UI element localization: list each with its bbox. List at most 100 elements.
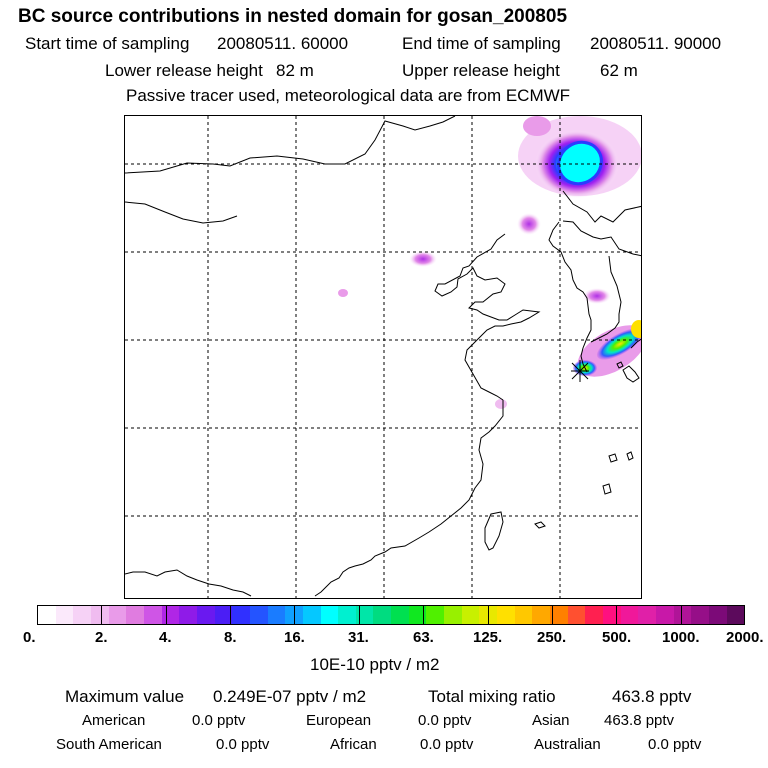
colorbar-segment xyxy=(673,606,692,624)
colorbar-tick-label: 1000. xyxy=(662,629,700,646)
receptor-star-icon xyxy=(571,360,589,382)
tracer-note: Passive tracer used, meteorological data… xyxy=(126,86,571,105)
hainan-coast xyxy=(125,569,252,597)
colorbar-segment xyxy=(196,606,215,624)
start-time-value: 20080511. 60000 xyxy=(217,34,349,53)
map-canvas xyxy=(125,116,641,598)
bohai-coast xyxy=(434,233,541,401)
colorbar-segment xyxy=(726,606,745,624)
colorbar-segment xyxy=(338,606,356,624)
colorbar-tick-label: 500. xyxy=(602,629,632,646)
colorbar-segment xyxy=(214,606,233,624)
colorbar-tick-label: 16. xyxy=(284,629,305,646)
inner-border-north xyxy=(125,201,238,224)
colorbar-tick xyxy=(294,605,295,625)
start-time-label: Start time of sampling xyxy=(25,34,190,53)
colorbar-segment xyxy=(638,606,656,624)
colorbar-segment xyxy=(55,606,74,624)
colorbar-segment xyxy=(426,606,445,624)
african-label: African xyxy=(330,736,377,753)
upper-release-value: 62 m xyxy=(600,61,638,80)
colorbar-tick xyxy=(101,605,102,625)
colorbar-segment xyxy=(108,606,127,624)
island-2 xyxy=(602,483,612,495)
colorbar-segment xyxy=(126,606,144,624)
colorbar-tick-label: 31. xyxy=(348,629,369,646)
colorbar-tick xyxy=(681,605,682,625)
colorbar-tick xyxy=(552,605,553,625)
american-value: 0.0 pptv xyxy=(192,712,246,729)
map-domain xyxy=(124,115,642,599)
australian-value: 0.0 pptv xyxy=(648,736,702,753)
plume-north-core xyxy=(557,140,603,186)
colorbar-segment xyxy=(708,606,727,624)
colorbar-segment xyxy=(655,606,674,624)
plume-blob-c xyxy=(583,288,611,304)
colorbar-segment xyxy=(267,606,286,624)
plume-north-tail xyxy=(523,116,551,136)
colorbar-tick xyxy=(359,605,360,625)
colorbar-segment xyxy=(567,606,586,624)
colorbar-segment xyxy=(90,606,109,624)
colorbar-segment xyxy=(161,606,180,624)
korea-west-coast xyxy=(548,221,592,373)
colorbar-segment xyxy=(179,606,197,624)
concentration-field xyxy=(338,116,641,409)
plume-blob-a xyxy=(517,213,541,235)
colorbar-segment xyxy=(603,606,621,624)
colorbar-segment xyxy=(532,606,551,624)
colorbar-segment xyxy=(373,606,392,624)
colorbar-segment xyxy=(497,606,515,624)
manchuria-border xyxy=(562,190,641,223)
south-american-value: 0.0 pptv xyxy=(216,736,270,753)
colorbar-segment xyxy=(620,606,639,624)
colorbar-tick xyxy=(488,605,489,625)
colorbar-segment xyxy=(249,606,268,624)
colorbar-segment xyxy=(38,606,56,624)
graticule xyxy=(125,116,641,598)
colorbar-segment xyxy=(73,606,91,624)
european-label: European xyxy=(306,712,372,729)
japan-kyushu xyxy=(622,365,640,383)
asian-label: Asian xyxy=(532,712,570,729)
colorbar-tick-label: 4. xyxy=(159,629,172,646)
upper-release-label: Upper release height xyxy=(402,61,560,80)
colorbar-segment xyxy=(585,606,603,624)
colorbar-tick xyxy=(166,605,167,625)
plume-south-main xyxy=(596,328,641,360)
lower-release-label: Lower release height xyxy=(105,61,263,80)
colorbar-tick-label: 2. xyxy=(95,629,108,646)
china-east-coast xyxy=(314,400,504,597)
colorbar-segment xyxy=(461,606,480,624)
plume-blob-d xyxy=(338,289,348,297)
colorbar-tick-label: 250. xyxy=(537,629,567,646)
island-1 xyxy=(608,453,618,463)
colorbar-tick xyxy=(423,605,424,625)
colorbar-segment xyxy=(408,606,427,624)
max-value-label: Maximum value xyxy=(65,687,185,706)
colorbar-tick-label: 63. xyxy=(413,629,434,646)
island-4 xyxy=(626,451,634,461)
korea-border xyxy=(562,220,641,257)
colorbar-segment xyxy=(444,606,462,624)
plume-blob-b xyxy=(409,251,437,267)
plot-title: BC source contributions in nested domain… xyxy=(18,6,568,27)
japan-honshu xyxy=(630,338,641,349)
colorbar-segment xyxy=(320,606,339,624)
colorbar-segment xyxy=(691,606,709,624)
end-time-value: 20080511. 90000 xyxy=(590,34,722,53)
colorbar-segment xyxy=(232,606,250,624)
colorbar-segment xyxy=(143,606,162,624)
korea-east-coast xyxy=(590,255,622,343)
colorbar-segment xyxy=(302,606,321,624)
island-5 xyxy=(534,521,546,529)
coastlines xyxy=(125,116,641,597)
end-time-label: End time of sampling xyxy=(402,34,561,53)
asian-value: 463.8 pptv xyxy=(604,712,675,729)
colorbar-segment xyxy=(550,606,568,624)
colorbar-unit: 10E-10 pptv / m2 xyxy=(310,655,440,674)
plume-blob-e xyxy=(495,399,507,409)
colorbar xyxy=(37,605,745,625)
lower-release-value: 82 m xyxy=(276,61,314,80)
total-mixing-value: 463.8 pptv xyxy=(612,687,692,706)
